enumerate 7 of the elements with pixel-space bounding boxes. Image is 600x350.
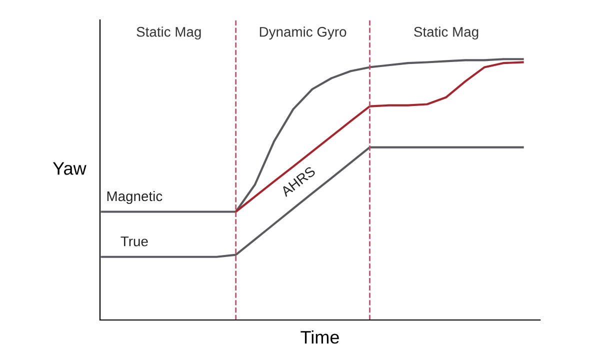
text: Static Mag: [414, 26, 478, 40]
text: Static Mag: [136, 26, 201, 40]
x-axis-title: Time: [300, 330, 339, 344]
series-label: Magnetic: [107, 190, 162, 204]
text: Dynamic Gyro: [260, 26, 346, 40]
series-label: True: [120, 236, 148, 246]
y-axis-title: Yaw: [52, 162, 86, 175]
